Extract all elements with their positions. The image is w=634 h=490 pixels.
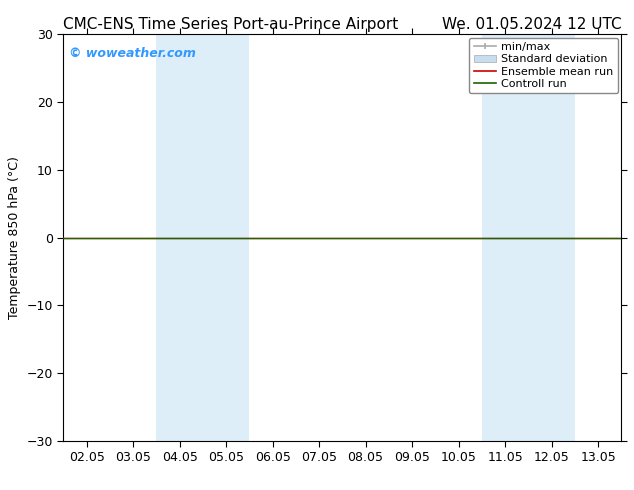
Bar [528, 34, 575, 441]
Text: © woweather.com: © woweather.com [69, 47, 196, 59]
Text: We. 01.05.2024 12 UTC: We. 01.05.2024 12 UTC [442, 17, 621, 32]
Bar [157, 34, 203, 441]
Bar [482, 34, 528, 441]
Legend: min/max, Standard deviation, Ensemble mean run, Controll run: min/max, Standard deviation, Ensemble me… [469, 38, 618, 93]
Bar [203, 34, 249, 441]
Text: CMC-ENS Time Series Port-au-Prince Airport: CMC-ENS Time Series Port-au-Prince Airpo… [63, 17, 399, 32]
Y-axis label: Temperature 850 hPa (°C): Temperature 850 hPa (°C) [8, 156, 21, 319]
